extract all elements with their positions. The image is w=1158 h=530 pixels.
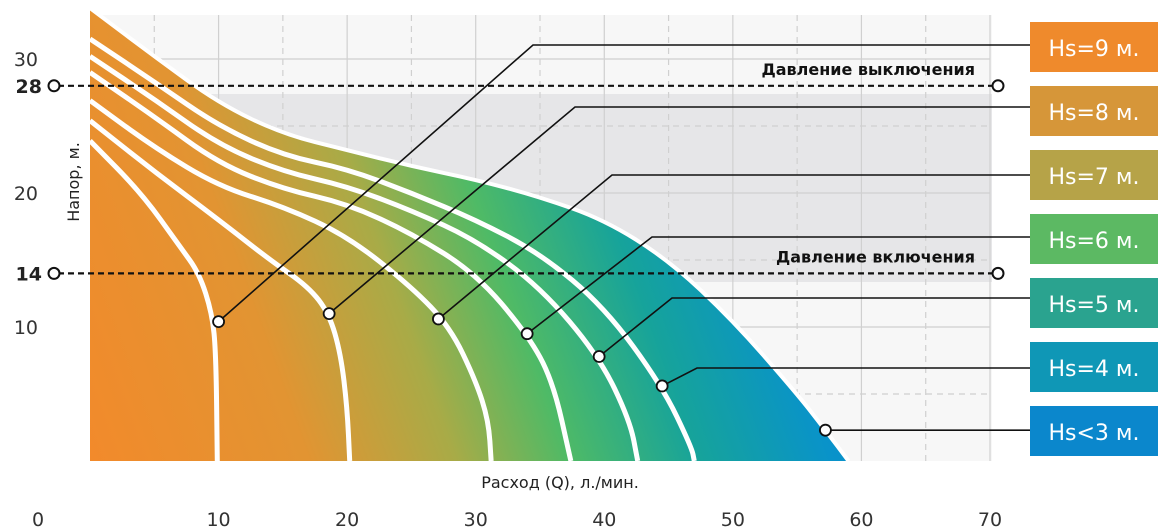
series-box — [1030, 150, 1158, 200]
curve-line-2 — [88, 98, 494, 462]
series-box-label: Hs=5 м. — [1048, 293, 1139, 318]
legend-boxes: Hs=9 м. Hs=8 м. Hs=7 м. Hs=6 м. Hs=5 м. Hs=4 … — [1030, 22, 1158, 456]
series-box — [1030, 86, 1158, 136]
pressure-axis-value: 28 — [16, 76, 42, 98]
series-box-label: Hs=9 м. — [1048, 37, 1139, 62]
chart-fill-area — [90, 8, 849, 462]
leader-line — [437, 174, 1030, 320]
pressure-marker-left — [47, 266, 61, 280]
leader-line — [526, 236, 1030, 335]
x-tick-label: 50 — [721, 509, 745, 530]
curve-marker — [592, 350, 606, 363]
series-box — [1030, 342, 1158, 392]
y-axis-label: Напор, м. — [64, 142, 83, 222]
series-box — [1030, 278, 1158, 328]
curve-line-0 — [88, 138, 220, 462]
y-tick-label: 10 — [14, 317, 38, 339]
x-tick-label: 70 — [978, 509, 1002, 530]
curve-line-5 — [88, 36, 697, 462]
x-axis-label: Расход (Q), л./мин. — [481, 473, 639, 492]
curve-marker — [819, 423, 832, 437]
curve-marker — [655, 379, 669, 393]
series-box-label: Hs=8 м. — [1048, 101, 1139, 126]
series-box — [1030, 214, 1158, 264]
curve-areas — [90, 8, 849, 462]
leader-line — [218, 44, 1030, 323]
curve-marker — [520, 327, 534, 341]
series-box-label: Hs=6 м. — [1048, 229, 1139, 254]
y-tick-label: 20 — [14, 183, 38, 205]
x-tick-label: 0 — [32, 509, 44, 530]
pressure-label: Давление выключения — [761, 60, 975, 79]
axis-ticks: 0 10 20 30 40 50 60 70 10 20 30 — [14, 49, 1002, 530]
curve-line-6 — [88, 6, 851, 463]
series-box — [1030, 406, 1158, 456]
x-tick-label: 20 — [335, 509, 359, 530]
curve-marker — [322, 307, 336, 321]
x-tick-label: 60 — [849, 509, 873, 530]
series-box — [1030, 22, 1158, 72]
curve-line-4 — [88, 54, 641, 462]
series-box-label: Hs=7 м. — [1048, 165, 1139, 190]
pressure-label: Давление включения — [776, 247, 975, 266]
curve-marker — [432, 312, 445, 326]
leader-line — [328, 106, 1030, 315]
leader-line — [661, 367, 1030, 387]
x-tick-label: 40 — [592, 509, 616, 530]
x-tick-label: 30 — [464, 509, 488, 530]
x-tick-label: 10 — [206, 509, 230, 530]
pressure-marker-left — [47, 79, 61, 93]
series-box-label: Hs<3 м. — [1048, 421, 1139, 446]
series-box-label: Hs=4 м. — [1048, 357, 1139, 382]
curve-marker — [212, 315, 225, 329]
pressure-axis-value: 14 — [16, 263, 42, 285]
leader-lines — [212, 44, 1030, 437]
leader-line — [598, 297, 1030, 358]
pressure-marker-right — [991, 266, 1005, 280]
y-tick-label: 30 — [14, 49, 38, 71]
pressure-marker-right — [991, 79, 1005, 93]
pressure-lines: Давление выключения 28 Давление включения 1… — [16, 60, 1005, 285]
